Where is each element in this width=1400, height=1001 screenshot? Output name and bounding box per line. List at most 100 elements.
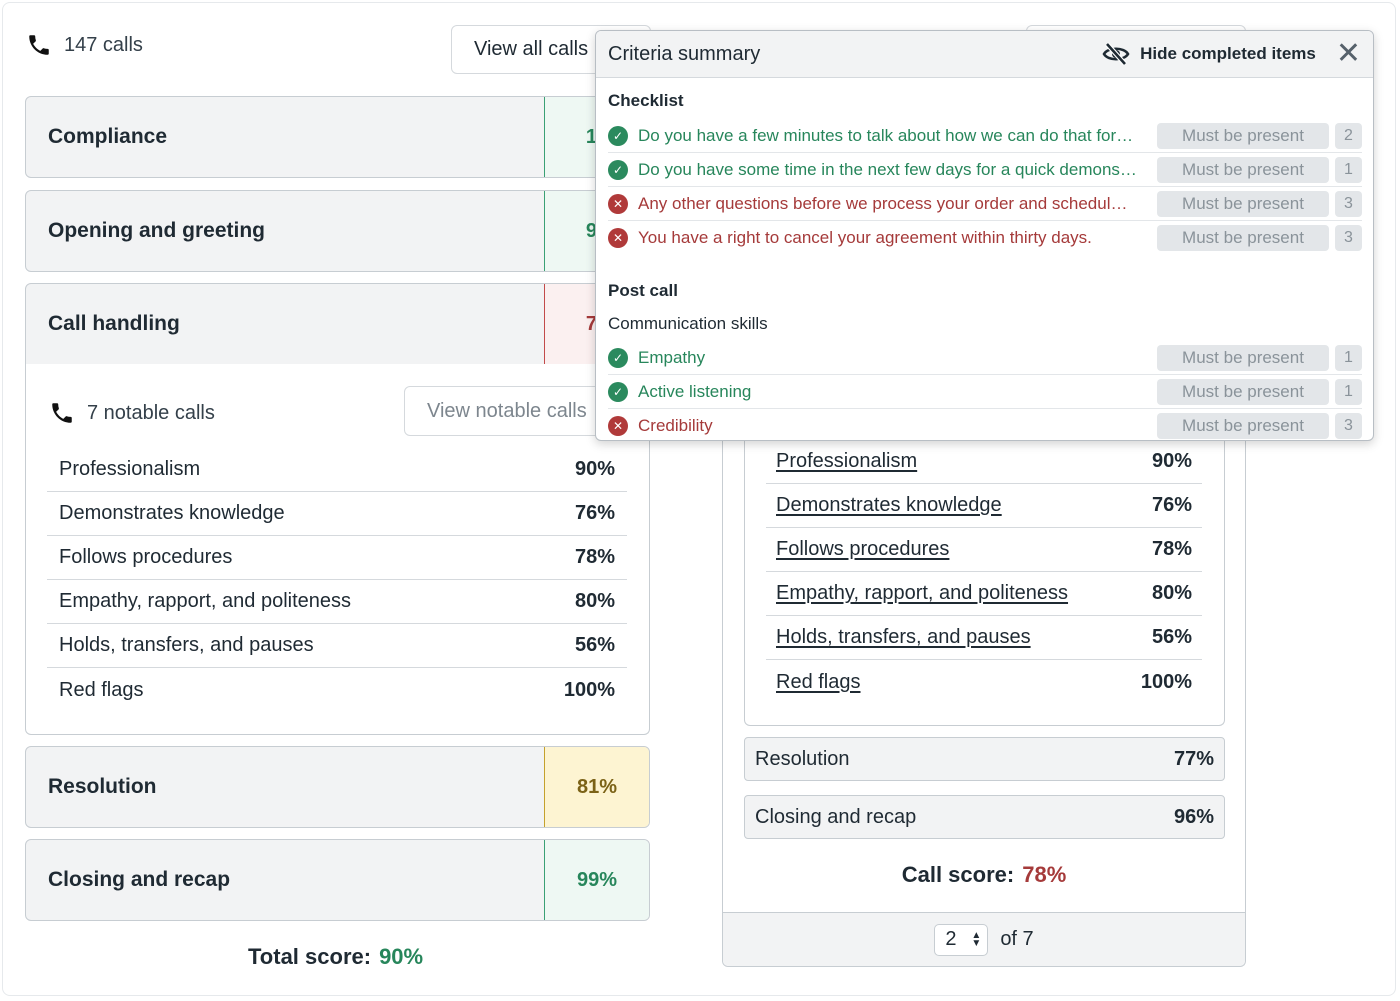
criteria-list: Professionalism 90% Demonstrates knowledg… xyxy=(766,440,1202,704)
list-item: Professionalism 90% xyxy=(47,448,627,492)
check-circle-icon: ✓ xyxy=(608,125,628,146)
communication-skills-heading: Communication skills xyxy=(608,314,768,333)
criterion-pct: 90% xyxy=(1151,450,1192,472)
list-item[interactable]: Holds, transfers, and pauses 56% xyxy=(766,616,1202,660)
phone-icon xyxy=(52,403,72,423)
page-current: 2 xyxy=(945,928,957,950)
category-score: 99% xyxy=(544,840,649,920)
criterion-pct: 80% xyxy=(1151,582,1192,604)
criterion-name: Follows procedures xyxy=(59,546,233,568)
criterion-pct: 76% xyxy=(1151,494,1192,516)
x-circle-icon: ✕ xyxy=(608,228,628,248)
criterion-pct: 90% xyxy=(574,458,615,480)
updown-arrows-icon: ▲ ▼ xyxy=(971,929,982,949)
page-select[interactable]: 2 ▲ ▼ xyxy=(934,923,989,956)
criterion-text: Active listening xyxy=(638,381,752,401)
requirement-badge: Must be present xyxy=(1157,378,1329,405)
hide-completed-toggle[interactable]: Hide completed items xyxy=(1102,42,1316,66)
call-score-label: Call score: xyxy=(901,862,1015,887)
list-item: Empathy, rapport, and politeness 80% xyxy=(47,580,627,624)
count-badge: 3 xyxy=(1335,413,1362,439)
criterion-name: Red flags xyxy=(59,678,144,701)
x-circle-icon: ✕ xyxy=(608,416,628,436)
count-badge: 3 xyxy=(1335,190,1362,217)
call-score-value: 78% xyxy=(1022,862,1067,887)
list-item[interactable]: Professionalism 90% xyxy=(766,440,1202,484)
category-compliance[interactable]: Compliance 10 xyxy=(25,96,650,178)
count-badge: 1 xyxy=(1335,156,1362,183)
category-label: Compliance xyxy=(48,125,168,148)
criterion-link[interactable]: Red flags xyxy=(776,670,861,693)
category-call-handling[interactable]: Call handling 78 xyxy=(25,283,650,365)
criterion-name: Demonstrates knowledge xyxy=(59,502,285,524)
requirement-badge: Must be present xyxy=(1157,190,1329,217)
call-detail-panel: Professionalism 90% Demonstrates knowledg… xyxy=(722,410,1246,967)
notable-count: 7 notable calls xyxy=(87,401,215,424)
requirement-badge: Must be present xyxy=(1157,122,1329,149)
list-item: ✕ You have a right to cancel your agreem… xyxy=(608,221,1362,255)
list-item: ✓ Do you have some time in the next few … xyxy=(608,153,1362,187)
list-item[interactable]: Empathy, rapport, and politeness 80% xyxy=(766,572,1202,616)
call-handling-details: 7 notable calls View notable calls Profe… xyxy=(25,364,650,735)
row-label: Closing and recap xyxy=(755,805,917,828)
criterion-text: You have a right to cancel your agreemen… xyxy=(638,228,1092,247)
criterion-text: Do you have a few minutes to talk about … xyxy=(638,125,1134,145)
call-pager: 2 ▲ ▼ of 7 xyxy=(723,912,1245,966)
criterion-text: Empathy xyxy=(638,347,706,367)
count-badge: 1 xyxy=(1335,378,1362,405)
category-label: Opening and greeting xyxy=(48,219,266,242)
close-icon[interactable]: ✕ xyxy=(1335,37,1361,70)
phone-icon xyxy=(29,35,49,55)
popup-header: Criteria summary Hide completed items ✕ xyxy=(596,31,1373,78)
x-circle-icon: ✕ xyxy=(608,193,628,214)
criterion-link[interactable]: Empathy, rapport, and politeness xyxy=(776,582,1069,604)
list-item: ✓ Do you have a few minutes to talk abou… xyxy=(608,119,1362,153)
row-label: Resolution xyxy=(755,747,850,770)
category-opening[interactable]: Opening and greeting 94 xyxy=(25,190,650,272)
criteria-list: Professionalism 90% Demonstrates knowledg… xyxy=(47,448,627,712)
resolution-row[interactable]: Resolution 77% xyxy=(744,737,1225,781)
requirement-badge: Must be present xyxy=(1157,413,1329,439)
list-item: Demonstrates knowledge 76% xyxy=(47,492,627,536)
postcall-heading: Post call xyxy=(608,281,678,300)
criterion-pct: 78% xyxy=(574,546,615,568)
list-item[interactable]: Demonstrates knowledge 76% xyxy=(766,484,1202,528)
call-score: Call score: 78% xyxy=(723,862,1245,888)
criterion-text: Credibility xyxy=(638,416,713,435)
category-resolution[interactable]: Resolution 81% xyxy=(25,746,650,828)
list-item[interactable]: Follows procedures 78% xyxy=(766,528,1202,572)
list-item: Holds, transfers, and pauses 56% xyxy=(47,624,627,668)
criterion-pct: 80% xyxy=(574,590,615,612)
category-label: Call handling xyxy=(48,312,180,335)
list-item: ✓ Empathy Must be present 1 xyxy=(608,341,1362,375)
list-item[interactable]: Red flags 100% xyxy=(766,660,1202,704)
criterion-link[interactable]: Follows procedures xyxy=(776,538,950,560)
closing-row[interactable]: Closing and recap 96% xyxy=(744,795,1225,839)
category-label: Closing and recap xyxy=(48,868,231,891)
criterion-link[interactable]: Demonstrates knowledge xyxy=(776,494,1002,516)
criterion-pct: 56% xyxy=(1151,626,1192,648)
total-score-label: Total score: xyxy=(248,944,372,969)
list-item: ✓ Active listening Must be present 1 xyxy=(608,375,1362,409)
criterion-name: Professionalism xyxy=(59,458,201,480)
category-label: Resolution xyxy=(48,775,157,798)
row-pct: 96% xyxy=(1173,805,1214,828)
notable-calls-header: 7 notable calls xyxy=(49,400,215,426)
criterion-pct: 78% xyxy=(1151,538,1192,560)
category-closing[interactable]: Closing and recap 99% xyxy=(25,839,650,921)
criterion-link[interactable]: Holds, transfers, and pauses xyxy=(776,626,1031,648)
page-total: of 7 xyxy=(1000,928,1034,950)
criterion-pct: 76% xyxy=(574,502,615,524)
list-item: ✕ Any other questions before we process … xyxy=(608,187,1362,221)
check-circle-icon: ✓ xyxy=(608,347,628,368)
criterion-name: Empathy, rapport, and politeness xyxy=(59,590,352,612)
list-item: ✕ Credibility Must be present 3 xyxy=(608,409,1362,440)
requirement-badge: Must be present xyxy=(1157,225,1329,251)
count-badge: 2 xyxy=(1335,122,1362,149)
criterion-link[interactable]: Professionalism xyxy=(776,450,918,472)
total-score-value: 90% xyxy=(379,944,424,969)
eye-slash-icon xyxy=(1102,42,1130,66)
criterion-pct: 56% xyxy=(574,634,615,656)
list-item: Red flags 100% xyxy=(47,668,627,712)
